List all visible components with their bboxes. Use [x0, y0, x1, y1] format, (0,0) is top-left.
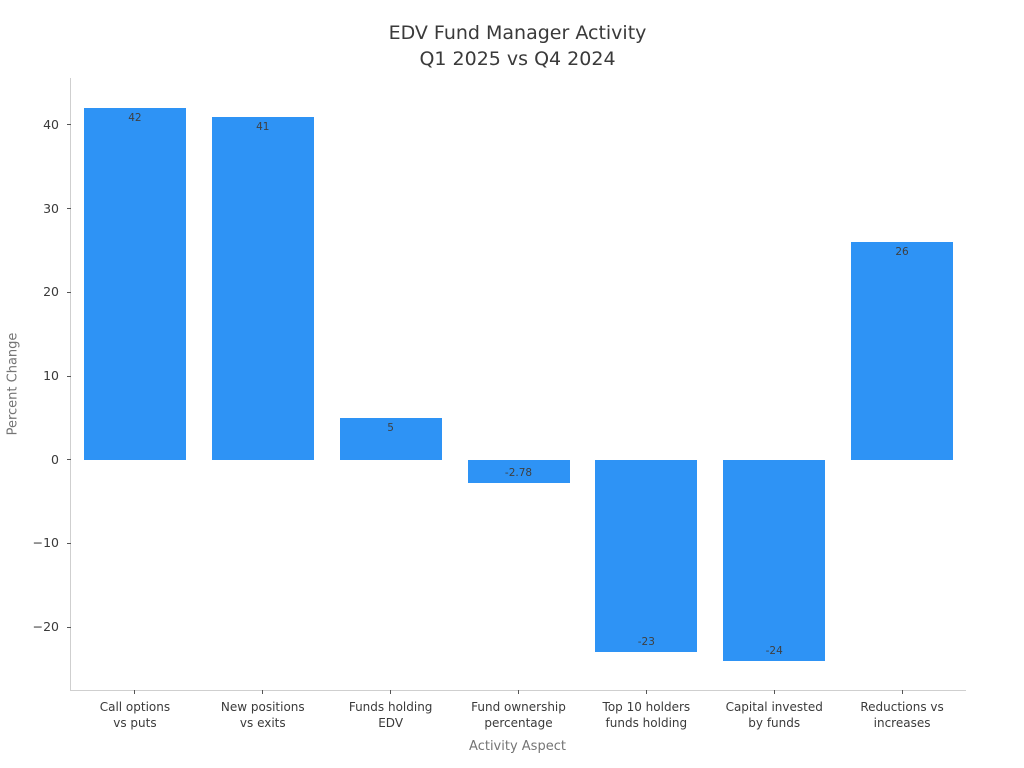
x-tick-label: Capital invested by funds: [725, 700, 823, 730]
y-tick-label: 10: [43, 368, 59, 384]
y-tick-mark: [67, 542, 71, 544]
y-tick-label: 0: [51, 451, 59, 467]
bar: 42: [83, 108, 186, 460]
bar: 5: [339, 417, 442, 460]
x-tick-mark: [390, 690, 392, 694]
y-tick-mark: [67, 626, 71, 628]
y-tick-mark: [67, 124, 71, 126]
y-tick-label: 20: [43, 284, 59, 300]
x-tick-label: Reductions vs increases: [860, 700, 944, 730]
y-tick-mark: [67, 375, 71, 377]
x-tick-mark: [645, 690, 647, 694]
x-tick-label: Fund ownership percentage: [471, 700, 566, 730]
x-axis-label: Activity Aspect: [469, 739, 566, 754]
x-tick-label: New positions vs exits: [220, 700, 305, 730]
y-tick-mark: [67, 459, 71, 461]
chart-title: EDV Fund Manager Activity Q1 2025 vs Q4 …: [70, 20, 965, 72]
y-tick-label: −10: [32, 535, 59, 551]
x-tick-mark: [518, 690, 519, 694]
chart-title-line2: Q1 2025 vs Q4 2024: [419, 48, 616, 70]
x-tick-mark: [134, 690, 136, 694]
x-tick-label: Funds holding EDV: [348, 700, 433, 730]
x-tick-label: Top 10 holders funds holding: [602, 700, 691, 730]
bar: 41: [211, 116, 314, 460]
x-tick-mark: [262, 690, 264, 694]
plot-area: 40 30 20 10 0 −10 −20 42 Call options vs puts 41 N…: [33, 78, 966, 730]
bar: -23: [595, 459, 698, 653]
bar: -24: [723, 459, 826, 661]
bar-value-label: 42: [128, 112, 142, 125]
bar: 26: [851, 242, 954, 460]
bar-value-label: 41: [256, 120, 270, 133]
y-tick-label: 40: [43, 116, 59, 132]
bar-value-label: 26: [895, 246, 909, 259]
y-tick-label: −20: [32, 619, 59, 635]
bar-value-label: -2.78: [504, 467, 533, 480]
bar-value-label: 5: [387, 421, 394, 434]
x-tick-mark: [773, 690, 775, 694]
bar: -2.78: [467, 459, 570, 484]
x-tick-mark: [901, 690, 903, 694]
bar-value-label: -24: [765, 644, 783, 657]
bar-value-label: -23: [637, 636, 655, 649]
y-tick-mark: [67, 291, 71, 293]
x-tick-label: Call options vs puts: [99, 700, 171, 730]
y-tick-mark: [67, 208, 71, 210]
y-tick-label: 30: [43, 200, 59, 216]
chart-title-line1: EDV Fund Manager Activity: [388, 22, 647, 44]
